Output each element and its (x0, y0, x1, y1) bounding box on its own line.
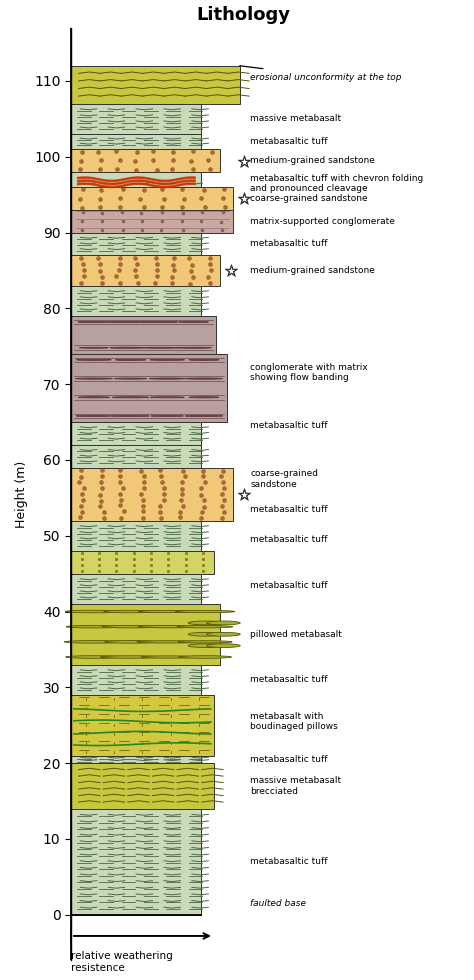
Title: Lithology: Lithology (196, 6, 290, 24)
Bar (71, 422, 201, 445)
Text: metabasaltic tuff: metabasaltic tuff (250, 580, 328, 590)
Ellipse shape (207, 621, 240, 625)
Text: metabasaltic tuff: metabasaltic tuff (250, 535, 328, 544)
Ellipse shape (177, 625, 233, 628)
Ellipse shape (189, 397, 219, 398)
Ellipse shape (150, 360, 184, 361)
Ellipse shape (65, 611, 123, 612)
Ellipse shape (175, 611, 235, 612)
Ellipse shape (76, 360, 111, 361)
Bar (71, 467, 233, 520)
Ellipse shape (66, 625, 122, 628)
Ellipse shape (65, 656, 122, 659)
Ellipse shape (115, 378, 146, 379)
Ellipse shape (138, 625, 198, 628)
Bar (71, 445, 201, 467)
Ellipse shape (189, 360, 219, 361)
Text: metabasaltic tuff: metabasaltic tuff (250, 239, 328, 248)
Text: medium-grained sandstone: medium-grained sandstone (250, 266, 375, 275)
Bar (71, 664, 201, 695)
Bar (71, 149, 220, 172)
Ellipse shape (188, 644, 222, 648)
Ellipse shape (185, 378, 223, 379)
Ellipse shape (64, 641, 124, 643)
Text: metabasaltic tuff with chevron folding
and pronounced cleavage: metabasaltic tuff with chevron folding a… (250, 173, 424, 193)
Text: conglomerate with matrix
showing flow banding: conglomerate with matrix showing flow ba… (250, 363, 368, 382)
Bar (71, 134, 201, 149)
Text: matrix-supported conglomerate: matrix-supported conglomerate (250, 217, 395, 225)
Ellipse shape (150, 397, 184, 398)
Bar (71, 520, 201, 551)
Text: metabasaltic tuff: metabasaltic tuff (250, 675, 328, 684)
Ellipse shape (112, 397, 149, 398)
Bar (71, 763, 214, 808)
Ellipse shape (109, 321, 145, 322)
Bar (71, 695, 214, 756)
Ellipse shape (178, 641, 232, 643)
Text: metabasaltic tuff: metabasaltic tuff (250, 421, 328, 430)
Text: relative weathering
resistence: relative weathering resistence (71, 952, 173, 973)
Ellipse shape (207, 632, 240, 636)
Text: massive metabasalt
brecciated: massive metabasalt brecciated (250, 776, 341, 796)
Bar (71, 172, 201, 187)
Text: metabasalt with
boudinaged pillows: metabasalt with boudinaged pillows (250, 711, 338, 731)
Text: massive metabasalt: massive metabasalt (250, 115, 341, 123)
Ellipse shape (79, 347, 109, 348)
Bar (71, 285, 201, 316)
Bar (71, 354, 227, 422)
Ellipse shape (188, 621, 222, 625)
Ellipse shape (104, 611, 158, 612)
Ellipse shape (75, 378, 112, 379)
Ellipse shape (141, 656, 195, 659)
Bar (71, 187, 233, 210)
Text: metabasaltic tuff: metabasaltic tuff (250, 137, 328, 146)
Text: pillowed metabasalt: pillowed metabasalt (250, 630, 342, 639)
Ellipse shape (110, 347, 144, 349)
Ellipse shape (102, 625, 160, 628)
Ellipse shape (207, 644, 240, 648)
Ellipse shape (149, 378, 185, 379)
Text: metabasaltic tuff: metabasaltic tuff (250, 505, 328, 514)
Ellipse shape (100, 656, 162, 659)
Ellipse shape (143, 321, 178, 322)
Bar (71, 255, 220, 285)
Text: coarse-grained
sandstone: coarse-grained sandstone (250, 469, 318, 489)
Text: metabasaltic tuff: metabasaltic tuff (250, 755, 328, 763)
Ellipse shape (143, 347, 178, 348)
Ellipse shape (105, 641, 157, 643)
Bar (71, 104, 201, 134)
Bar (71, 551, 214, 573)
Ellipse shape (78, 397, 109, 398)
Ellipse shape (179, 321, 209, 322)
Bar (71, 210, 233, 232)
Text: erosional unconformity at the top: erosional unconformity at the top (250, 73, 402, 81)
Bar (71, 808, 201, 914)
Bar (71, 232, 201, 255)
Text: faulted base: faulted base (250, 899, 306, 907)
Ellipse shape (78, 321, 110, 322)
Text: medium-grained sandstone: medium-grained sandstone (250, 156, 375, 165)
Bar (71, 573, 201, 604)
Text: metabasaltic tuff: metabasaltic tuff (250, 858, 328, 866)
Ellipse shape (138, 611, 198, 612)
Bar (71, 604, 220, 664)
Bar (71, 756, 201, 763)
Ellipse shape (176, 347, 211, 348)
Y-axis label: Height (m): Height (m) (16, 461, 28, 527)
Ellipse shape (137, 641, 199, 643)
Bar (71, 316, 217, 354)
Text: coarse-grained sandstone: coarse-grained sandstone (250, 194, 368, 203)
Ellipse shape (188, 632, 222, 636)
Ellipse shape (179, 656, 231, 659)
Ellipse shape (115, 360, 146, 361)
Bar (71, 66, 240, 104)
